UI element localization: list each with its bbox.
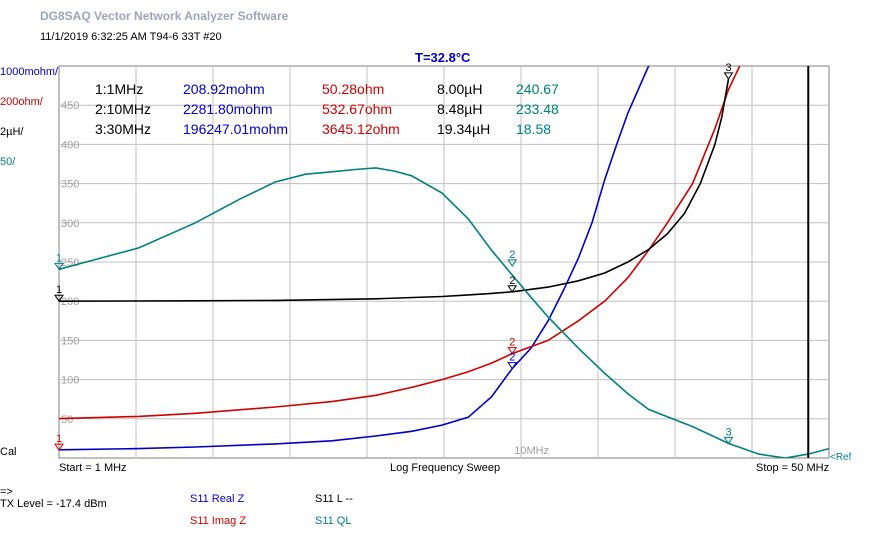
marker-triangle: [54, 443, 64, 452]
marker-label: 2: [509, 249, 515, 261]
cal-label[interactable]: Cal: [0, 446, 17, 458]
y-tick-label: 450: [61, 100, 79, 112]
marker-table-ql: 18.58: [516, 121, 551, 137]
marker-table-ql: 240.67: [516, 81, 559, 97]
tx-arrow: =>: [0, 486, 13, 498]
measurement-info: 11/1/2019 6:32:25 AM T94-6 33T #20: [40, 31, 222, 43]
legend-ql[interactable]: S11 QL: [315, 515, 352, 527]
sweep-mode[interactable]: Log Frequency Sweep: [390, 462, 501, 474]
marker-triangle: [507, 347, 518, 355]
y-tick-labels: 50 100 150 200 250 300 350 400 450: [61, 100, 79, 426]
y-tick-label: 400: [61, 139, 79, 151]
marker-label: 1: [56, 433, 62, 445]
y-tick-label: 350: [61, 179, 79, 191]
marker-table-real: 208.92mohm: [183, 81, 265, 97]
marker-table-imag: 532.67ohm: [322, 101, 392, 117]
y-tick-label: 50: [61, 414, 73, 426]
marker-table-ql: 233.48: [516, 101, 559, 117]
plot-grid: 10MHz: [58, 65, 830, 459]
scale-imag[interactable]: 200ohm/: [0, 96, 43, 108]
y-tick-label: 300: [61, 218, 79, 230]
ref-label: <Ref: [830, 452, 852, 463]
temperature-readout: T=32.8°C: [415, 50, 471, 65]
start-frequency[interactable]: Start = 1 MHz: [59, 462, 127, 474]
scale-inductance[interactable]: 2µH/: [0, 126, 24, 138]
marker-label: 1: [56, 252, 62, 264]
marker-table-imag: 3645.12ohm: [322, 121, 400, 137]
marker-triangle: [54, 262, 64, 271]
marker-label: 2: [509, 275, 515, 287]
marker-label: 3: [725, 62, 731, 74]
x-tick-label: 10MHz: [514, 445, 549, 457]
marker-table: 1:1MHz 208.92mohm 50.28ohm 8.00µH 240.67 2:10…: [95, 81, 559, 137]
legend-imag-z[interactable]: S11 Imag Z: [190, 515, 247, 527]
app-title: DG8SAQ Vector Network Analyzer Software: [40, 9, 289, 23]
series-line-2: [59, 78, 730, 303]
marker-triangle: [507, 259, 518, 267]
y-tick-label: 150: [61, 335, 79, 347]
y-tick-label: 100: [61, 375, 79, 387]
scale-ql[interactable]: 50/: [0, 156, 16, 168]
marker-table-real: 2281.80mohm: [183, 101, 273, 117]
marker-label: 1: [56, 284, 62, 296]
legend-real-z[interactable]: S11 Real Z: [190, 493, 245, 505]
scale-real[interactable]: 1000mohm/: [0, 66, 59, 78]
marker-table-l: 8.00µH: [437, 81, 482, 97]
marker-label: 3: [725, 426, 731, 438]
legend-inductance[interactable]: S11 L --: [315, 493, 353, 505]
marker-triangle: [507, 285, 518, 293]
stop-frequency[interactable]: Stop = 50 MHz: [756, 462, 830, 474]
tx-level[interactable]: TX Level = -17.4 dBm: [0, 498, 107, 510]
marker-table-l: 19.34µH: [437, 121, 490, 137]
marker-table-imag: 50.28ohm: [322, 81, 384, 97]
marker-triangle: [54, 294, 64, 303]
marker-table-freq: 3:30MHz: [95, 121, 151, 137]
marker-triangle: [507, 362, 518, 370]
marker-table-real: 196247.01mohm: [183, 121, 288, 137]
marker-triangle: [723, 72, 734, 80]
marker-table-freq: 2:10MHz: [95, 101, 151, 117]
marker-label: 2: [509, 337, 515, 349]
marker-triangle: [723, 436, 734, 445]
y-tick-label: 200: [61, 296, 79, 308]
marker-table-freq: 1:1MHz: [95, 81, 143, 97]
marker-label: 2: [509, 352, 515, 364]
marker-table-l: 8.48µH: [437, 101, 482, 117]
plot-markers: 1 1 1 2 2 2 2 3 3: [54, 62, 734, 452]
y-tick-label: 250: [61, 257, 79, 269]
series-line-3: [59, 167, 829, 458]
